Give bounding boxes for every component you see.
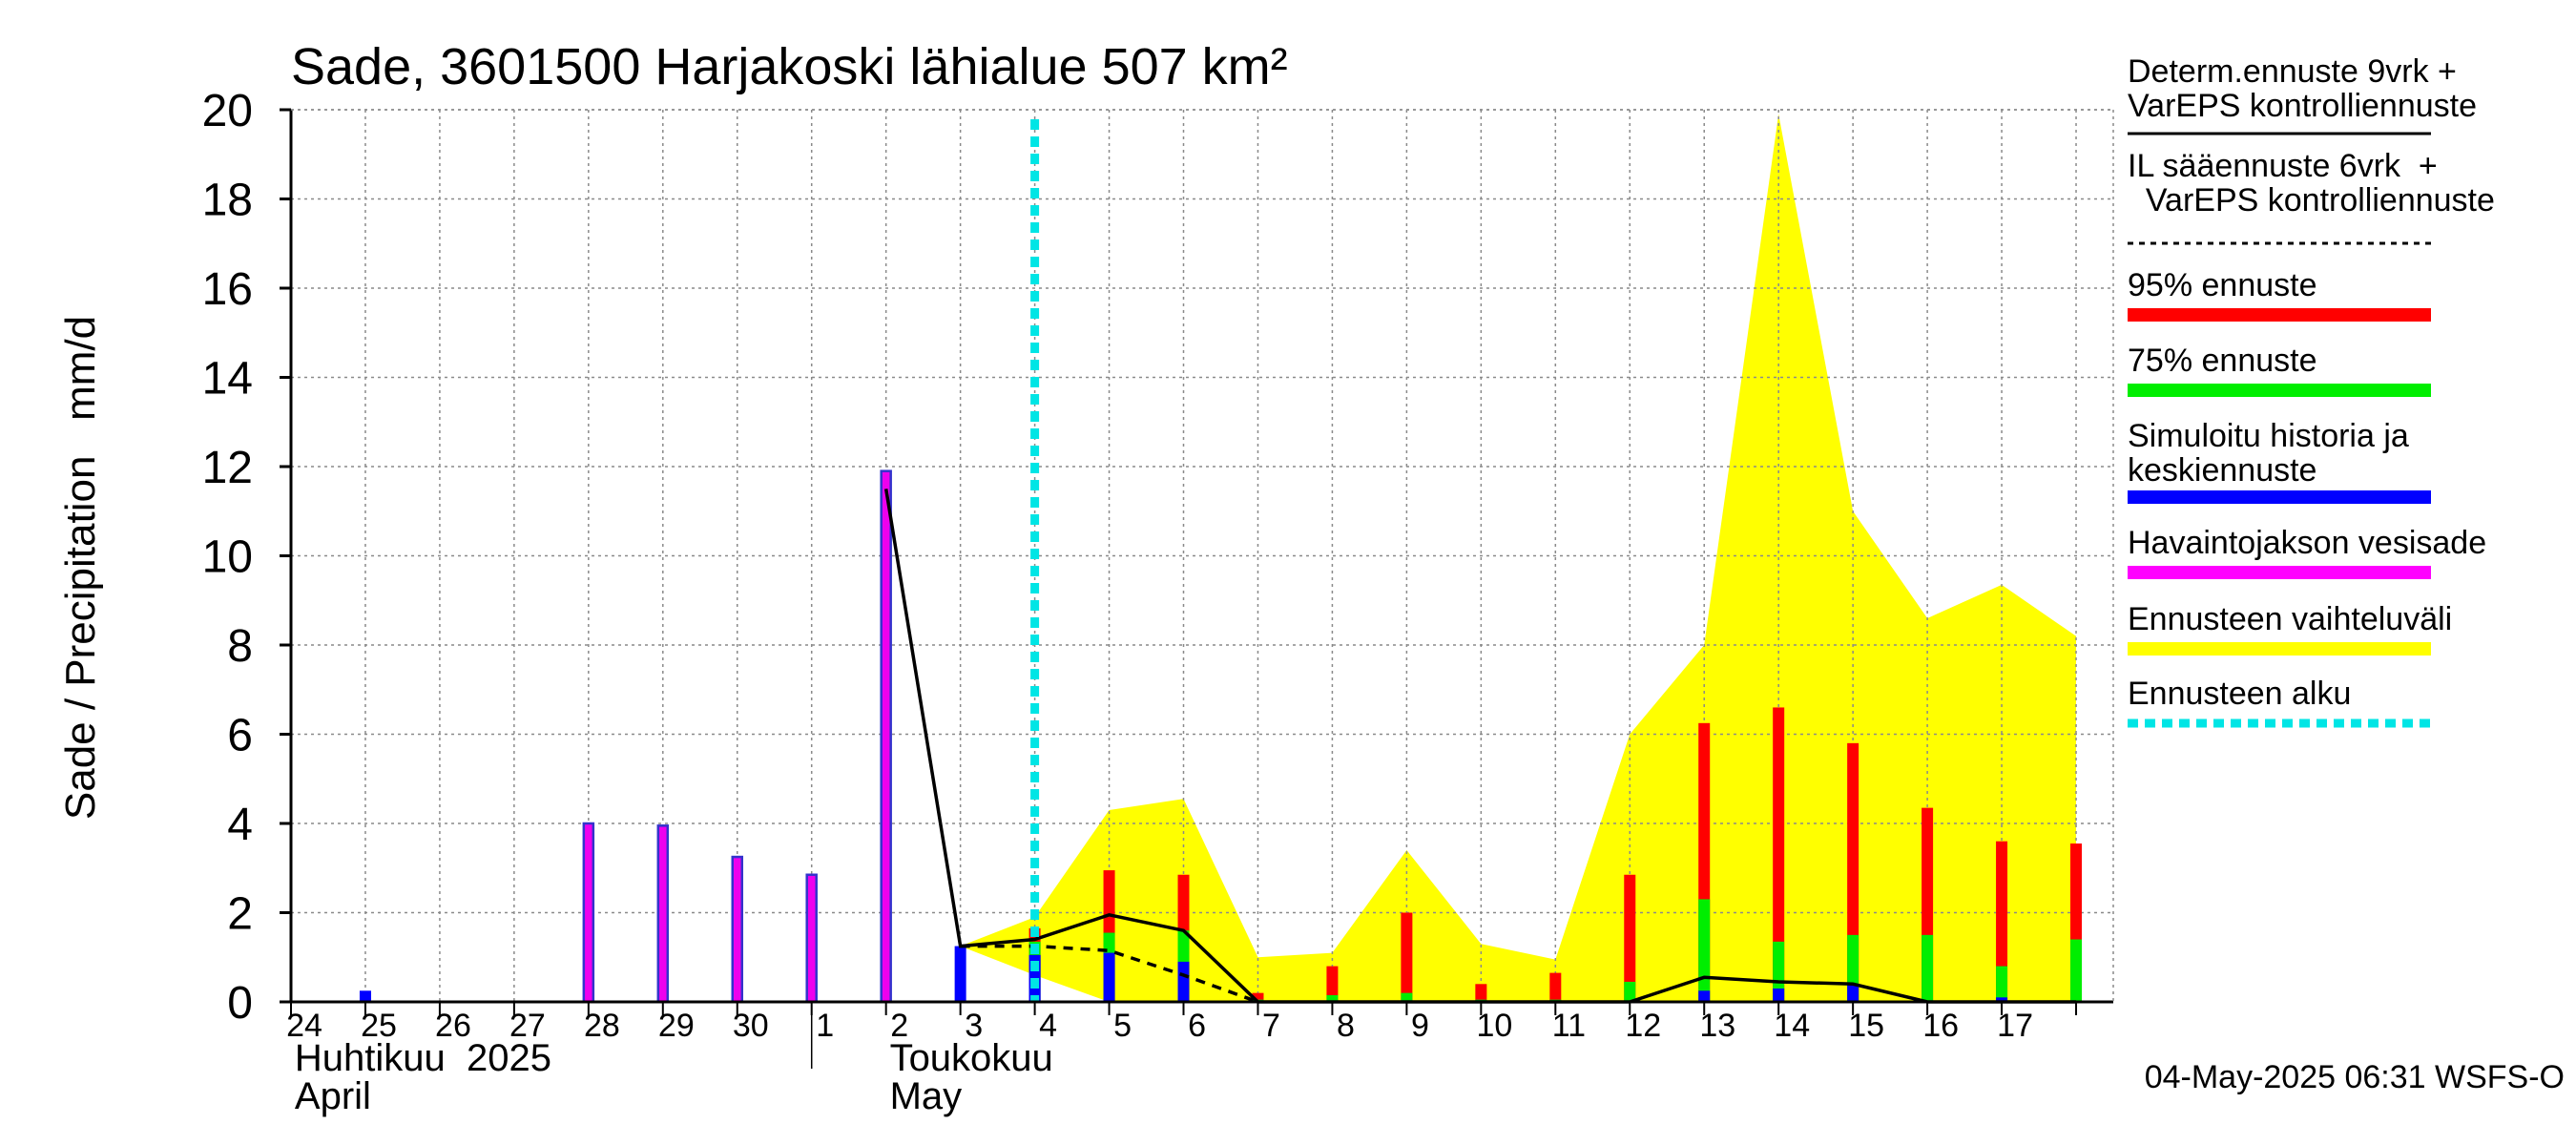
forecast-median-bar bbox=[1103, 952, 1115, 1002]
y-tick-label: 2 bbox=[227, 889, 253, 940]
y-tick-label: 14 bbox=[202, 354, 253, 405]
forecast-range-area bbox=[960, 114, 2077, 1003]
month-label-en: April bbox=[295, 1075, 371, 1117]
y-tick-label: 8 bbox=[227, 621, 253, 672]
forecast-median-bar bbox=[1698, 990, 1711, 1002]
legend-label: Ennusteen vaihteluväli bbox=[2128, 601, 2452, 637]
x-day-label: 13 bbox=[1699, 1008, 1735, 1044]
x-day-label: 11 bbox=[1552, 1008, 1586, 1044]
x-day-label: 5 bbox=[1113, 1008, 1132, 1044]
observed-rain-bar bbox=[582, 822, 595, 1004]
month-label-fi: Huhtikuu 2025 bbox=[295, 1037, 551, 1079]
legend-label: Simuloitu historia ja bbox=[2128, 418, 2409, 454]
x-day-label: 26 bbox=[435, 1008, 471, 1044]
x-day-label: 25 bbox=[361, 1008, 397, 1044]
y-tick-label: 18 bbox=[202, 176, 253, 226]
legend: Determ.ennuste 9vrk +VarEPS kontrollienn… bbox=[2128, 53, 2495, 728]
x-day-label: 24 bbox=[286, 1008, 322, 1044]
legend-label: keskiennuste bbox=[2128, 452, 2316, 489]
forecast-median-bar bbox=[1847, 984, 1859, 1002]
forecast-95-bar bbox=[1624, 874, 1636, 1002]
forecast-median-bar bbox=[1773, 988, 1785, 1002]
y-tick-label: 10 bbox=[202, 532, 253, 583]
forecast-75-bar bbox=[1773, 941, 1785, 1002]
simulated-history-bar bbox=[954, 946, 966, 1002]
x-day-label: 7 bbox=[1262, 1008, 1280, 1044]
x-day-label: 27 bbox=[509, 1008, 546, 1044]
legend-label: 95% ennuste bbox=[2128, 267, 2317, 303]
y-tick-label: 0 bbox=[227, 978, 253, 1029]
forecast-75-bar bbox=[1401, 992, 1413, 1002]
forecast-75-bar bbox=[1624, 981, 1636, 1002]
legend-label: IL sääennuste 6vrk + bbox=[2128, 148, 2438, 184]
observed-rain-bar bbox=[880, 469, 892, 1004]
x-day-label: 4 bbox=[1039, 1008, 1057, 1044]
forecast-95-bar bbox=[1549, 972, 1562, 1002]
legend-label: VarEPS kontrolliennuste bbox=[2128, 88, 2477, 124]
x-day-label: 1 bbox=[816, 1008, 834, 1044]
observed-rain-bar bbox=[731, 855, 744, 1004]
forecast-median-bar bbox=[1177, 961, 1190, 1002]
forecast-75-bar bbox=[1698, 899, 1711, 1002]
forecast-75-bar bbox=[1326, 994, 1339, 1002]
legend-label: Ennusteen alku bbox=[2128, 676, 2351, 712]
x-day-label: 6 bbox=[1188, 1008, 1206, 1044]
forecast-95-bar bbox=[1773, 707, 1785, 1002]
x-day-label: 2 bbox=[890, 1008, 908, 1044]
x-day-label: 9 bbox=[1411, 1008, 1429, 1044]
legend-label: 75% ennuste bbox=[2128, 343, 2317, 379]
x-day-label: 14 bbox=[1774, 1008, 1810, 1044]
x-day-label: 17 bbox=[1997, 1008, 2033, 1044]
y-tick-label: 4 bbox=[227, 800, 253, 850]
y-tick-label: 16 bbox=[202, 264, 253, 315]
y-tick-label: 12 bbox=[202, 443, 253, 493]
forecast-95-bar bbox=[1401, 912, 1413, 1002]
forecast-95-bar bbox=[1326, 966, 1339, 1002]
observed-rain-bar bbox=[656, 824, 670, 1004]
x-day-label: 28 bbox=[584, 1008, 620, 1044]
x-day-label: 3 bbox=[965, 1008, 983, 1044]
simulated-history-bar bbox=[359, 990, 371, 1002]
x-day-label: 8 bbox=[1337, 1008, 1355, 1044]
month-label-en: May bbox=[890, 1075, 963, 1117]
forecast-median-bar bbox=[1996, 997, 2008, 1002]
forecast-95-bar bbox=[1475, 984, 1487, 1002]
y-tick-label: 20 bbox=[202, 86, 253, 136]
x-day-label: 10 bbox=[1476, 1008, 1512, 1044]
x-day-label: 29 bbox=[658, 1008, 695, 1044]
x-day-label: 30 bbox=[733, 1008, 769, 1044]
month-label-fi: Toukokuu bbox=[890, 1037, 1053, 1079]
legend-label: Havaintojakson vesisade bbox=[2128, 525, 2486, 561]
legend-label: VarEPS kontrolliennuste bbox=[2128, 182, 2495, 219]
legend-label: Determ.ennuste 9vrk + bbox=[2128, 53, 2457, 90]
forecast-95-bar bbox=[1996, 841, 2008, 1002]
forecast-75-bar bbox=[1922, 934, 1934, 1002]
forecast-75-bar bbox=[2070, 939, 2083, 1002]
y-axis-label: Sade / Precipitation mm/d bbox=[57, 316, 104, 820]
x-day-label: 16 bbox=[1922, 1008, 1959, 1044]
observed-rain-bar bbox=[805, 873, 818, 1004]
chart-title: Sade, 3601500 Harjakoski lähialue 507 km… bbox=[291, 38, 1288, 95]
x-day-label: 12 bbox=[1625, 1008, 1661, 1044]
forecast-95-bar bbox=[1252, 992, 1264, 1002]
x-day-label: 15 bbox=[1848, 1008, 1884, 1044]
y-tick-label: 6 bbox=[227, 711, 253, 761]
forecast-75-bar bbox=[1996, 966, 2008, 1002]
footer-timestamp: 04-May-2025 06:31 WSFS-O bbox=[2145, 1059, 2565, 1095]
